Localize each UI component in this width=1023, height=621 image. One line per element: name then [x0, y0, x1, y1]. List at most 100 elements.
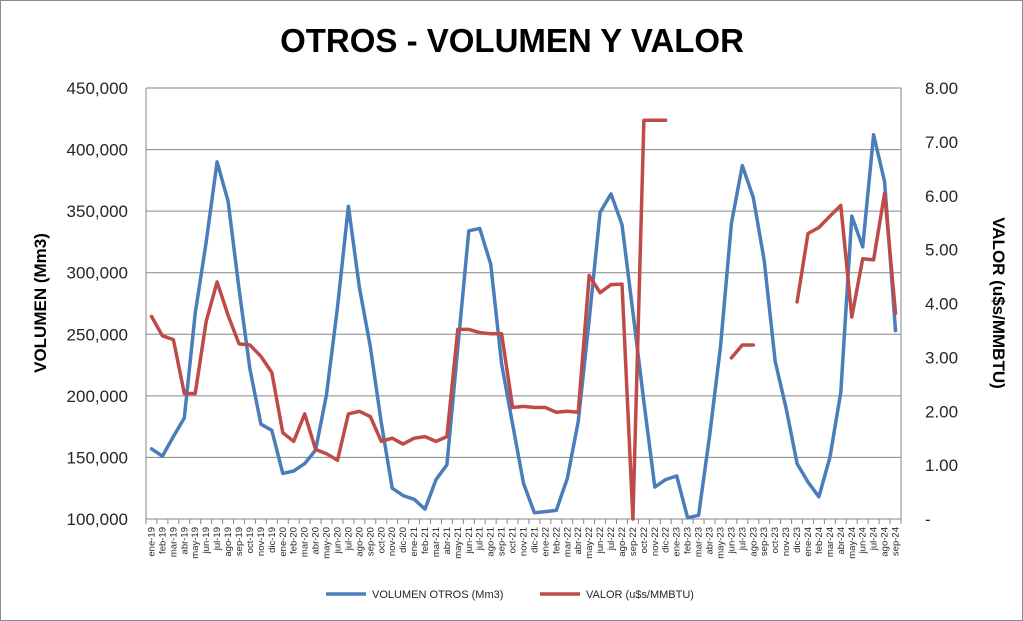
x-tick-label: mar-19	[168, 527, 179, 557]
x-tick-label: feb-23	[683, 527, 694, 554]
legend: VOLUMEN OTROS (Mm3) VALOR (u$s/MMBTU)	[326, 589, 694, 601]
x-tick-label: sep-19	[234, 527, 245, 556]
y-right-tick-label: 6.00	[925, 187, 958, 206]
x-tick-label: nov-21	[519, 527, 530, 556]
x-tick-label: mar-23	[694, 527, 705, 557]
x-tick-label: oct-19	[245, 527, 256, 553]
y-right-tick-label: 5.00	[925, 241, 958, 260]
x-tick-label: jul-19	[212, 527, 223, 551]
x-tick-label: dic-19	[267, 527, 278, 553]
x-tick-label: sep-22	[628, 527, 639, 556]
x-tick-label: ago-20	[354, 527, 365, 557]
gridlines	[146, 87, 901, 520]
x-tick-label: sep-20	[365, 527, 376, 556]
x-tick-label: jul-24	[869, 527, 880, 551]
x-tick-label: dic-21	[529, 527, 540, 553]
y-left-tick-label: 450,000	[67, 79, 128, 98]
y-right-tick-label: 4.00	[925, 295, 958, 314]
x-tick-label: feb-21	[420, 527, 431, 554]
y-right-tick-label: 7.00	[925, 133, 958, 152]
x-tick-label: sep-21	[497, 527, 508, 556]
x-tick-label: oct-20	[376, 527, 387, 553]
x-tick-label: may-20	[322, 527, 333, 559]
x-tick-label: jun-24	[858, 527, 869, 554]
x-tick-label: may-22	[584, 527, 595, 559]
x-tick-label: abr-24	[836, 527, 847, 554]
x-tick-label: nov-20	[387, 527, 398, 556]
x-tick-label: jun-20	[332, 527, 343, 554]
x-tick-label: nov-22	[650, 527, 661, 556]
x-tick-label: jun-22	[595, 527, 606, 554]
legend-label: VALOR (u$s/MMBTU)	[586, 589, 694, 601]
x-tick-label: feb-24	[814, 527, 825, 554]
x-tick-label: oct-23	[770, 527, 781, 553]
x-tick-label: dic-20	[398, 527, 409, 553]
y-left-tick-label: 400,000	[67, 141, 128, 160]
y-right-tick-label: -	[925, 510, 931, 529]
series-volumen-line	[149, 133, 898, 520]
y-left-tick-label: 250,000	[67, 325, 128, 344]
y-left-tick-label: 300,000	[67, 264, 128, 283]
series-valor-line	[149, 118, 668, 521]
y-left-tick-label: 200,000	[67, 387, 128, 406]
x-tick-label: mar-21	[431, 527, 442, 557]
x-tick-label: jul-21	[475, 527, 486, 551]
x-tick-label: ago-24	[880, 527, 891, 557]
x-tick-label: feb-20	[289, 527, 300, 554]
y-right-tick-label: 8.00	[925, 79, 958, 98]
x-tick-label: ene-21	[409, 527, 420, 557]
x-tick-label: mar-24	[825, 527, 836, 557]
x-tick-label: feb-22	[551, 527, 562, 554]
x-tick-label: may-24	[847, 527, 858, 559]
x-tick-label: nov-23	[781, 527, 792, 556]
x-tick-label: may-19	[190, 527, 201, 559]
x-tick-label: mar-22	[562, 527, 573, 557]
x-tick-label: ene-20	[278, 527, 289, 557]
legend-label: VOLUMEN OTROS (Mm3)	[372, 589, 503, 601]
x-tick-label: sep-24	[891, 527, 902, 556]
x-tick-label: ene-24	[803, 527, 814, 557]
x-tick-label: nov-19	[256, 527, 267, 556]
y-left-tick-label: 100,000	[67, 510, 128, 529]
x-tick-label: jul-22	[606, 527, 617, 551]
x-tick-label: jun-19	[201, 527, 212, 554]
x-tick-label: ago-23	[748, 527, 759, 557]
series-valor-line	[795, 191, 898, 319]
chart-title: OTROS - VOLUMEN Y VALOR	[280, 22, 744, 59]
x-tick-label: jun-23	[726, 527, 737, 554]
x-tick-labels: ene-19 feb-19 mar-19 abr-19 may-19 jun-19 jul-…	[146, 527, 901, 559]
x-tick-label: ene-19	[146, 527, 157, 557]
x-tick-label: oct-22	[639, 527, 650, 553]
x-tick-label: jun-21	[464, 527, 475, 554]
x-tick-label: jul-23	[737, 527, 748, 551]
y-right-tick-labels: - 1.00 2.00 3.00 4.00 5.00 6.00 7.00 8.00	[925, 79, 958, 529]
y-left-axis-title: VOLUMEN (Mm3)	[31, 233, 50, 373]
x-tick-label: ago-21	[486, 527, 497, 557]
series-valor-line	[729, 343, 756, 360]
x-tick-label: may-21	[453, 527, 464, 559]
x-tick-label: ago-22	[617, 527, 628, 557]
y-right-tick-label: 2.00	[925, 402, 958, 421]
series-lines	[149, 118, 898, 521]
x-tick-label: jul-20	[343, 527, 354, 551]
x-tick-label: may-23	[715, 527, 726, 559]
x-tick-label: ene-22	[540, 527, 551, 557]
y-left-tick-label: 150,000	[67, 448, 128, 467]
axes	[145, 88, 902, 524]
x-tick-label: abr-19	[179, 527, 190, 554]
x-tick-label: mar-20	[300, 527, 311, 557]
x-tick-label: abr-21	[442, 527, 453, 554]
x-tick-label: ene-23	[672, 527, 683, 557]
x-tick-label: sep-23	[759, 527, 770, 556]
x-tick-label: abr-22	[573, 527, 584, 554]
x-tick-label: ago-19	[223, 527, 234, 557]
x-tick-label: abr-23	[705, 527, 716, 554]
x-tick-label: feb-19	[157, 527, 168, 554]
y-right-axis-title: VALOR (u$s/MMBTU)	[989, 217, 1008, 389]
y-right-tick-label: 1.00	[925, 456, 958, 475]
y-right-tick-label: 3.00	[925, 348, 958, 367]
y-left-tick-label: 350,000	[67, 202, 128, 221]
x-tick-label: abr-20	[311, 527, 322, 554]
y-left-tick-labels: 100,000 150,000 200,000 250,000 300,000 350,0…	[67, 79, 128, 529]
